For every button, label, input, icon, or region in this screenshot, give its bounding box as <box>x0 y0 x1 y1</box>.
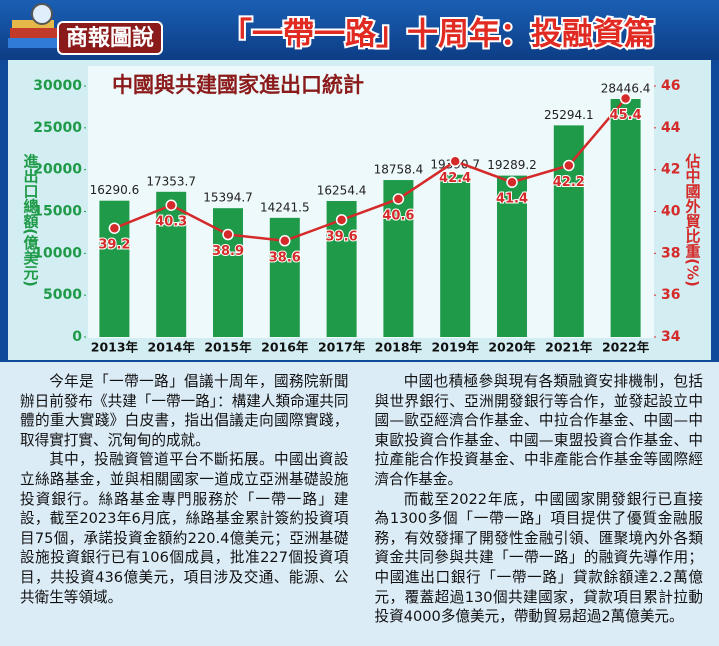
bar-value-label: 17353.7 <box>146 174 196 188</box>
bar <box>383 180 414 337</box>
bar-value-label: 28446.4 <box>601 81 651 95</box>
x-tick-label: 2022年 <box>602 340 650 355</box>
logo-box <box>57 21 163 55</box>
paragraph: 而截至2022年底，中國國家開發銀行已直接為1300多個「一帶一路」項目提供了優… <box>374 490 704 626</box>
line-point <box>563 159 575 172</box>
bar-value-label: 16290.6 <box>90 183 140 197</box>
y2-tick-label: 42 <box>661 162 680 178</box>
line-value-label: 39.6 <box>326 229 358 244</box>
y-tick-label: 25000 <box>33 120 82 136</box>
bar-value-label: 14241.5 <box>260 200 310 214</box>
x-tick-label: 2015年 <box>204 340 252 355</box>
y-tick-label: 5000 <box>43 287 82 303</box>
x-tick-label: 2018年 <box>375 340 423 355</box>
y-tick-label: 20000 <box>33 162 82 178</box>
bar <box>440 174 471 337</box>
line-point <box>165 199 177 211</box>
y-tick-label: 0 <box>72 329 82 345</box>
bar <box>610 98 641 338</box>
x-tick-label: 2016年 <box>261 340 309 355</box>
line-value-label: 39.2 <box>98 238 130 253</box>
line-point <box>222 228 234 241</box>
y-tick-label: 10000 <box>33 245 82 261</box>
line-value-label: 40.3 <box>155 215 187 230</box>
line-value-label: 45.4 <box>610 108 642 123</box>
bar-value-label: 15394.7 <box>203 191 253 205</box>
line-value-label: 42.4 <box>439 171 471 186</box>
line-point <box>506 176 518 188</box>
book-icon <box>8 3 60 48</box>
line-value-label: 40.6 <box>382 208 414 223</box>
bar <box>99 200 130 337</box>
line-value-label: 42.2 <box>553 175 585 190</box>
line-value-label: 41.4 <box>496 192 528 207</box>
y-axis-title: 進出口總額(億美元) <box>22 153 40 287</box>
line-point <box>335 214 348 226</box>
y2-tick-label: 36 <box>661 287 680 303</box>
y2-axis-title: 佔中國外貿比重(%) <box>684 152 702 287</box>
logo: 商報圖說 <box>66 25 154 51</box>
x-tick-label: 2020年 <box>488 340 536 355</box>
y-tick-label: 15000 <box>33 204 82 220</box>
line-point <box>279 235 291 247</box>
header-title: 「一帶一路」十周年：投融資篇 <box>221 17 655 53</box>
bar <box>553 125 584 337</box>
line <box>113 97 627 243</box>
bar-value-label: 25294.1 <box>544 108 594 122</box>
line-value-label: 38.6 <box>269 250 301 265</box>
x-tick-label: 2014年 <box>148 340 196 355</box>
y2-tick-label: 38 <box>661 245 680 261</box>
line-point <box>108 222 121 234</box>
bar-value-label: 18758.4 <box>374 163 424 177</box>
line-point <box>449 155 461 168</box>
bar <box>156 191 187 337</box>
paragraph: 其中，投融資管道平台不斷拓展。中國出資設立絲路基金，並與相關國家一道成立亞洲基礎… <box>20 451 349 606</box>
paragraph: 中國也積極參與現有各類融資安排機制，包括與世界銀行、亞洲開發銀行等合作，並發起設… <box>374 373 704 488</box>
y-tick-label: 30000 <box>33 78 82 94</box>
line-point <box>392 193 405 205</box>
bar <box>213 208 243 337</box>
bar-value-label: 16254.4 <box>317 184 367 198</box>
line-point <box>619 92 632 105</box>
x-tick-label: 2019年 <box>432 340 480 355</box>
article: 今年是「一帶一路」倡議十周年，國務院新聞辦日前發布《共建「一帶一路」：構建人類命… <box>0 362 719 646</box>
y2-tick-label: 44 <box>661 120 681 136</box>
bar-value-label: 19289.2 <box>487 158 537 172</box>
y2-tick-label: 46 <box>661 78 680 94</box>
y2-tick-label: 34 <box>661 329 681 345</box>
paragraph: 今年是「一帶一路」倡議十周年，國務院新聞辦日前發布《共建「一帶一路」：構建人類命… <box>20 373 349 449</box>
x-tick-label: 2021年 <box>545 340 593 355</box>
chart: 商報圖說 「一帶一路」十周年：投融資篇 中國與共建國家進出口統計 進出口總額(億… <box>0 0 719 362</box>
x-tick-label: 2017年 <box>318 340 366 355</box>
chart-title: 中國與共建國家進出口統計 <box>112 73 364 97</box>
bar <box>497 175 527 337</box>
y2-tick-label: 40 <box>661 204 681 220</box>
x-tick-label: 2013年 <box>91 340 139 355</box>
line-value-label: 38.9 <box>212 244 244 259</box>
